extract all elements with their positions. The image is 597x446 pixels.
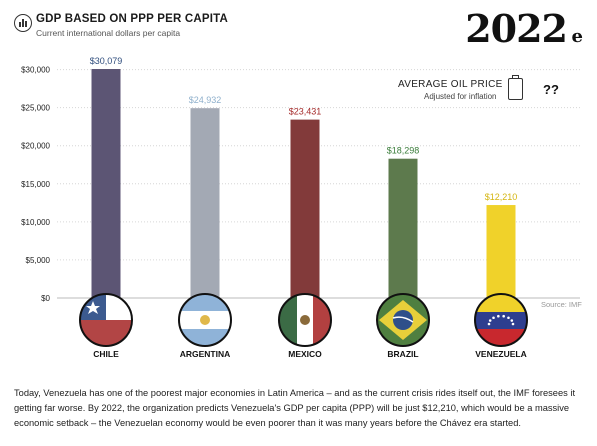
y-tick-label: $20,000 <box>21 142 50 151</box>
oil-price-value: ?? <box>543 82 559 97</box>
value-label: $30,079 <box>90 56 123 66</box>
mexico-flag <box>278 293 332 347</box>
y-tick-label: $0 <box>41 294 50 303</box>
y-tick-label: $5,000 <box>26 256 51 265</box>
category-label: CHILE <box>93 349 119 359</box>
caption-text: Today, Venezuela has one of the poorest … <box>14 388 576 428</box>
category-label: BRAZIL <box>387 349 418 359</box>
chart-title: GDP BASED ON PPP PER CAPITA <box>36 13 228 25</box>
bar-chart-icon <box>14 14 32 32</box>
bar-mexico <box>290 119 320 298</box>
value-label: $23,431 <box>289 107 322 117</box>
value-label: $12,210 <box>485 192 518 202</box>
category-label: MEXICO <box>288 349 322 359</box>
bar-venezuela <box>486 205 516 298</box>
value-label: $18,298 <box>387 146 420 156</box>
y-tick-label: $15,000 <box>21 180 50 189</box>
oil-barrel-icon <box>508 75 523 100</box>
category-label: VENEZUELA <box>475 349 526 359</box>
bar-brazil <box>388 158 418 298</box>
venezuela-flag <box>474 293 528 347</box>
brazil-flag <box>376 293 430 347</box>
oil-price-label: AVERAGE OIL PRICE <box>398 79 503 90</box>
bar-argentina <box>190 108 220 298</box>
argentina-flag <box>178 293 232 347</box>
y-tick-label: $10,000 <box>21 218 50 227</box>
value-label: $24,932 <box>189 95 222 105</box>
year-suffix: e <box>571 26 583 47</box>
bar-chile <box>91 69 121 298</box>
oil-price-sublabel: Adjusted for inflation <box>424 92 497 101</box>
y-tick-label: $25,000 <box>21 104 50 113</box>
year-label: 2022 <box>465 6 568 51</box>
chile-flag <box>79 293 133 347</box>
source-note: Source: IMF <box>541 300 582 309</box>
chart-subtitle: Current international dollars per capita <box>36 28 181 38</box>
y-tick-label: $30,000 <box>21 66 50 75</box>
category-label: ARGENTINA <box>180 349 231 359</box>
